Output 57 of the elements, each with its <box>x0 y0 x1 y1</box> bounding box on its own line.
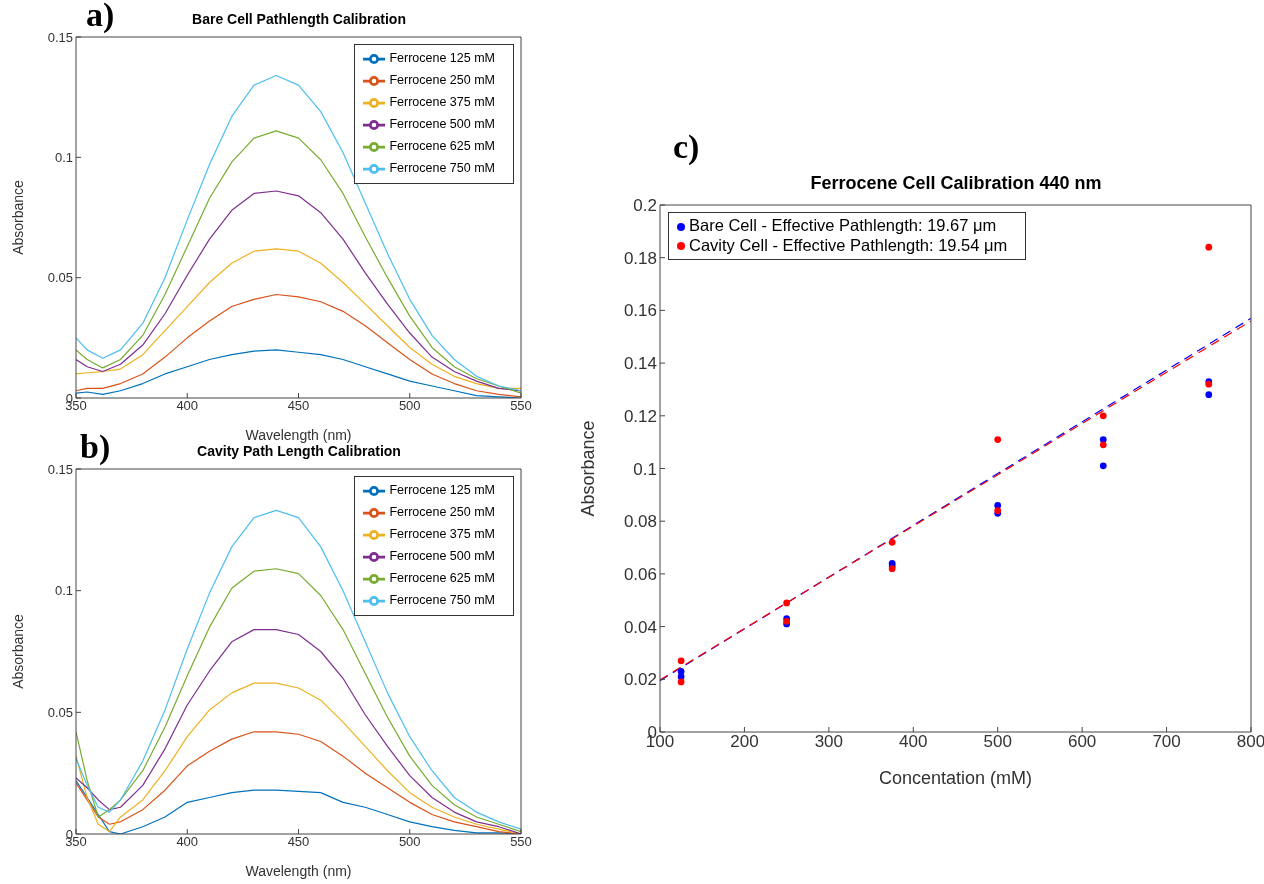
x-axis-title: Concentation (mM) <box>878 768 1033 788</box>
y-tick-label: 0.1 <box>54 149 73 165</box>
x-tick-label: 300 <box>814 732 844 752</box>
legend-label: Ferrocene 500 mM <box>389 117 495 132</box>
legend-label: Ferrocene 625 mM <box>389 571 495 586</box>
x-tick-label: 450 <box>287 834 310 850</box>
legend-label: Ferrocene 250 mM <box>389 73 495 88</box>
text: a) <box>86 0 115 34</box>
text: c) <box>673 128 700 166</box>
x-tick-label: 800 <box>1236 732 1264 752</box>
x-tick-label: 400 <box>176 398 199 414</box>
text: b) <box>80 428 111 466</box>
legend-label: Cavity Cell - Effective Pathlength: 19.54 μm <box>689 235 1008 254</box>
y-tick-label: 0.18 <box>623 248 657 268</box>
legend-label: Ferrocene 125 mM <box>389 483 495 498</box>
legend-label: Ferrocene 500 mM <box>389 549 495 564</box>
y-tick-label: 0.05 <box>47 270 73 286</box>
y-tick-label: 0.15 <box>47 29 73 45</box>
legend-label: Bare Cell - Effective Pathlength: 19.67 μm <box>689 216 997 234</box>
chart-title: Ferrocene Cell Calibration 440 nm <box>809 172 1103 195</box>
x-tick-label: 550 <box>510 834 532 850</box>
legend-label: Ferrocene 750 mM <box>389 161 495 176</box>
y-tick-label: 0.02 <box>623 670 657 690</box>
y-axis-title: Absorbance <box>578 420 599 517</box>
y-tick-label: 0.08 <box>623 512 657 532</box>
y-tick-label: 0.05 <box>47 704 73 720</box>
y-tick-label: 0.14 <box>623 354 657 374</box>
legend-label: Ferrocene 250 mM <box>389 505 495 520</box>
y-axis-title: Absorbance <box>9 613 26 689</box>
y-tick-label: 0.1 <box>54 583 73 599</box>
y-tick-label: 0.2 <box>633 196 657 216</box>
y-axis-title: Absorbance <box>9 179 26 255</box>
x-tick-label: 400 <box>176 834 199 850</box>
x-tick-label: 400 <box>899 732 928 752</box>
y-tick-label: 0.06 <box>623 564 657 584</box>
legend-label: Ferrocene 375 mM <box>389 95 495 110</box>
chart-title: Cavity Path Length Calibration <box>197 443 401 459</box>
x-tick-label: 550 <box>510 398 532 414</box>
y-tick-label: 0.12 <box>623 406 657 426</box>
x-axis-title: Wavelength (nm) <box>245 863 352 879</box>
legend-label: Ferrocene 750 mM <box>389 593 495 608</box>
y-tick-label: 0.1 <box>633 459 657 479</box>
x-tick-label: 500 <box>398 834 421 850</box>
x-tick-label: 500 <box>983 732 1012 752</box>
x-axis-title: Wavelength (nm) <box>245 427 352 443</box>
x-tick-label: 450 <box>287 398 310 414</box>
legend-label: Ferrocene 125 mM <box>389 51 495 66</box>
x-tick-label: 600 <box>1067 732 1097 752</box>
y-tick-label: 0.15 <box>47 461 73 477</box>
legend-label: Ferrocene 625 mM <box>389 139 495 154</box>
legend-label: Ferrocene 375 mM <box>389 527 495 542</box>
y-tick-label: 0.04 <box>623 617 657 637</box>
x-tick-label: 500 <box>398 398 421 414</box>
x-tick-label: 700 <box>1152 732 1181 752</box>
chart-title: Bare Cell Pathlength Calibration <box>192 11 406 27</box>
y-tick-label: 0.16 <box>623 301 657 321</box>
x-tick-label: 200 <box>730 732 759 752</box>
